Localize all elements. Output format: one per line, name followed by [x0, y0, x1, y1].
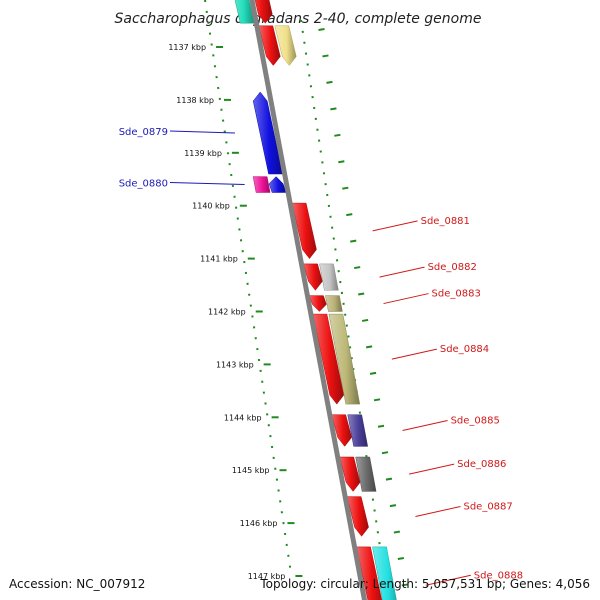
ruler-dash [361, 318, 369, 322]
label-leader [169, 182, 245, 186]
tick-label: 1143 kbp [216, 360, 254, 369]
gene-label-Sde_0880: Sde_0880 [119, 179, 168, 190]
gene-label-Sde_0888: Sde_0888 [474, 570, 523, 581]
ruler-dash [365, 345, 373, 349]
ruler-dash [334, 133, 341, 137]
genome-backbone [249, 0, 368, 600]
tick-label: 1139 kbp [184, 149, 222, 158]
gene-g10[interactable] [309, 295, 327, 312]
ruler-left [204, 0, 293, 576]
tick-label: 1141 kbp [200, 255, 238, 264]
genome-summary-text: Topology: circular; Length: 5,057,531 bp… [260, 577, 590, 591]
gene-g19[interactable] [356, 546, 385, 600]
tick-label: 1142 kbp [208, 308, 246, 317]
ruler-dash [389, 504, 397, 508]
ruler-dash [346, 213, 353, 217]
gene-g8[interactable] [303, 263, 323, 291]
ruler-dash [369, 371, 377, 375]
label-leader [383, 293, 429, 305]
label-leader [425, 574, 471, 586]
gene-g16[interactable] [339, 456, 361, 492]
label-leader [415, 505, 461, 517]
ruler-dash [330, 107, 337, 111]
label-leader [409, 463, 455, 475]
ruler-dash [393, 530, 401, 534]
gene-g18[interactable] [346, 496, 369, 537]
gene-g12[interactable] [312, 313, 345, 405]
gene-g6[interactable] [252, 176, 271, 193]
gene-g15[interactable] [347, 414, 369, 447]
gene-g7[interactable] [291, 202, 317, 260]
gene-label-Sde_0879: Sde_0879 [119, 127, 168, 138]
ruler-dash [385, 477, 393, 481]
ruler-dash [373, 398, 381, 402]
gene-label-Sde_0883: Sde_0883 [432, 289, 481, 300]
gene-label-Sde_0881: Sde_0881 [421, 216, 470, 227]
gene-label-Sde_0885: Sde_0885 [451, 416, 500, 427]
gene-g5[interactable] [268, 176, 287, 193]
gene-label-Sde_0886: Sde_0886 [457, 459, 506, 470]
gene-g11[interactable] [325, 295, 343, 312]
tick-label: 1140 kbp [192, 202, 230, 211]
gene-label-Sde_0887: Sde_0887 [463, 501, 512, 512]
ruler-dash [326, 80, 333, 84]
gene-g9[interactable] [319, 263, 339, 291]
accession-text: Accession: NC_007912 [9, 577, 146, 591]
kbp-ticks: 1137 kbp 1138 kbp 1139 kbp 1140 kbp 1141 kbp… [168, 43, 303, 581]
gene-g2[interactable] [258, 25, 281, 66]
gene-g13[interactable] [328, 313, 361, 405]
gene-g17[interactable] [355, 456, 377, 492]
gene-labels: Sde_0879 Sde_0880 Sde_0881 Sde_0882 Sde_0883… [119, 127, 523, 581]
gene-g0[interactable] [249, 0, 273, 24]
ruler-dash [381, 451, 389, 455]
ruler-dash [358, 292, 365, 296]
ruler-dash [322, 54, 329, 58]
tick-label: 1147 kbp [248, 572, 286, 581]
gene-label-leaders [169, 130, 471, 586]
tick-label: 1145 kbp [232, 466, 270, 475]
gene-track [231, 0, 401, 600]
tick-label: 1138 kbp [176, 96, 214, 105]
ruler-dash [397, 557, 405, 560]
ruler-dash [377, 424, 385, 428]
ruler-left-line [204, 0, 293, 576]
label-leader [169, 130, 235, 134]
label-leader [391, 348, 437, 360]
label-leader [379, 266, 425, 278]
map-title: Saccharophagus degradans 2-40, complete … [115, 11, 482, 27]
ruler-dash [350, 239, 357, 243]
gene-label-Sde_0882: Sde_0882 [428, 262, 477, 273]
ruler-dash [318, 28, 325, 31]
gene-label-Sde_0884: Sde_0884 [440, 344, 489, 355]
gene-g4[interactable] [252, 91, 283, 175]
ruler-dash [401, 583, 408, 587]
label-leader [402, 420, 448, 432]
gene-g1[interactable] [231, 0, 255, 24]
ruler-right [300, 19, 408, 600]
gene-g20[interactable] [372, 546, 401, 600]
ruler-right-line [300, 19, 389, 600]
gene-g3[interactable] [274, 25, 297, 66]
gene-g14[interactable] [331, 414, 352, 447]
ruler-dash [338, 160, 345, 164]
tick-label: 1144 kbp [224, 413, 262, 422]
tick-label: 1146 kbp [240, 519, 278, 528]
ruler-dash [342, 186, 349, 190]
tick-label: 1137 kbp [168, 43, 206, 52]
ruler-dash [354, 266, 361, 270]
label-leader [372, 220, 418, 232]
